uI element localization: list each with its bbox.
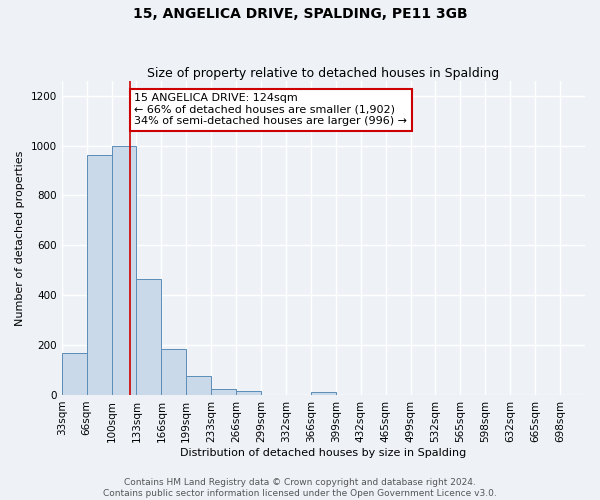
Text: 15 ANGELICA DRIVE: 124sqm
← 66% of detached houses are smaller (1,902)
34% of se: 15 ANGELICA DRIVE: 124sqm ← 66% of detac… [134, 93, 407, 126]
Bar [311, 392, 336, 395]
Title: Size of property relative to detached houses in Spalding: Size of property relative to detached ho… [147, 66, 499, 80]
Bar [161, 349, 186, 395]
Text: Contains HM Land Registry data © Crown copyright and database right 2024.
Contai: Contains HM Land Registry data © Crown c… [103, 478, 497, 498]
Text: 15, ANGELICA DRIVE, SPALDING, PE11 3GB: 15, ANGELICA DRIVE, SPALDING, PE11 3GB [133, 8, 467, 22]
Bar [186, 376, 211, 395]
Bar [112, 146, 136, 395]
X-axis label: Distribution of detached houses by size in Spalding: Distribution of detached houses by size … [180, 448, 466, 458]
Y-axis label: Number of detached properties: Number of detached properties [15, 150, 25, 326]
Bar [136, 279, 161, 395]
Bar [236, 391, 261, 395]
Bar [211, 388, 236, 395]
Bar [62, 352, 86, 395]
Bar [86, 156, 112, 395]
